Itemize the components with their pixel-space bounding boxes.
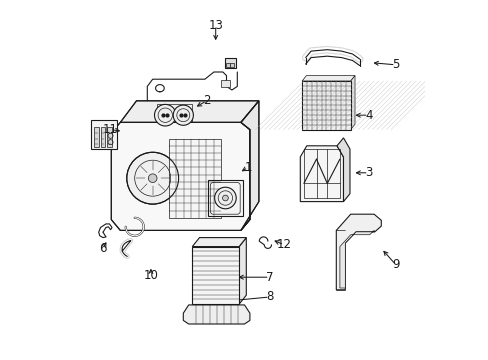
Text: 12: 12 — [276, 238, 291, 251]
Bar — [157, 104, 191, 122]
Text: 2: 2 — [203, 94, 210, 107]
Text: 1: 1 — [244, 161, 251, 174]
Bar — [168, 139, 221, 218]
Circle shape — [148, 174, 157, 183]
Polygon shape — [339, 230, 374, 288]
Polygon shape — [192, 238, 246, 247]
Text: 13: 13 — [208, 19, 223, 32]
Polygon shape — [336, 138, 349, 202]
Polygon shape — [350, 76, 354, 130]
Circle shape — [214, 187, 236, 209]
Bar — [221, 80, 230, 87]
Polygon shape — [120, 101, 258, 122]
Bar — [224, 58, 236, 68]
Circle shape — [126, 152, 178, 204]
Bar — [302, 81, 350, 130]
Bar — [107, 127, 111, 147]
Circle shape — [154, 104, 176, 126]
Text: 6: 6 — [99, 242, 106, 255]
Polygon shape — [300, 146, 343, 202]
Text: 7: 7 — [265, 271, 273, 284]
Text: 8: 8 — [265, 291, 273, 303]
Polygon shape — [336, 214, 381, 290]
Text: 9: 9 — [391, 258, 399, 271]
Text: 4: 4 — [364, 109, 372, 122]
Polygon shape — [302, 76, 354, 81]
Bar — [192, 247, 239, 304]
Polygon shape — [241, 101, 258, 230]
Bar — [91, 120, 117, 149]
Polygon shape — [111, 122, 249, 230]
Polygon shape — [239, 238, 246, 304]
Text: 10: 10 — [143, 269, 158, 282]
Bar — [101, 127, 105, 147]
Polygon shape — [183, 305, 249, 324]
Text: 3: 3 — [364, 166, 372, 179]
Bar — [208, 180, 242, 216]
Circle shape — [173, 105, 193, 125]
Circle shape — [222, 195, 228, 201]
Bar — [225, 63, 229, 67]
Bar — [303, 149, 339, 198]
Text: 11: 11 — [103, 123, 118, 136]
Bar — [230, 63, 234, 67]
Bar — [94, 127, 99, 147]
Text: 5: 5 — [391, 58, 399, 71]
